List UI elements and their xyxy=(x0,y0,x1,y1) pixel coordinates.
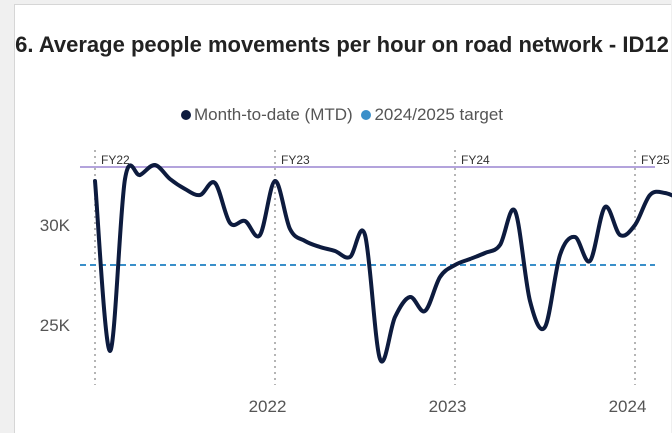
legend-item-mtd[interactable]: Month-to-date (MTD) xyxy=(181,105,353,125)
series-line-mtd xyxy=(93,163,672,364)
legend-swatch-mtd xyxy=(181,110,191,120)
legend-label-mtd: Month-to-date (MTD) xyxy=(194,105,353,124)
y-tick-label: 25K xyxy=(40,316,71,335)
chart-card xyxy=(14,4,671,433)
legend-label-target: 2024/2025 target xyxy=(374,105,503,124)
chart-legend: Month-to-date (MTD) 2024/2025 target xyxy=(14,105,670,125)
x-tick-label: 2023 xyxy=(429,397,467,416)
legend-item-target[interactable]: 2024/2025 target xyxy=(361,105,503,125)
fy-label-fy23: FY23 xyxy=(281,153,310,167)
y-tick-label: 30K xyxy=(40,216,71,235)
fy-label-fy22: FY22 xyxy=(101,153,130,167)
fy-label-fy24: FY24 xyxy=(461,153,490,167)
x-tick-label: 2024 xyxy=(609,397,647,416)
fy-label-fy25: FY25 xyxy=(641,153,670,167)
chart-title: 6. Average people movements per hour on … xyxy=(15,32,669,57)
legend-swatch-target xyxy=(361,110,372,120)
x-tick-label: 2022 xyxy=(249,397,287,416)
